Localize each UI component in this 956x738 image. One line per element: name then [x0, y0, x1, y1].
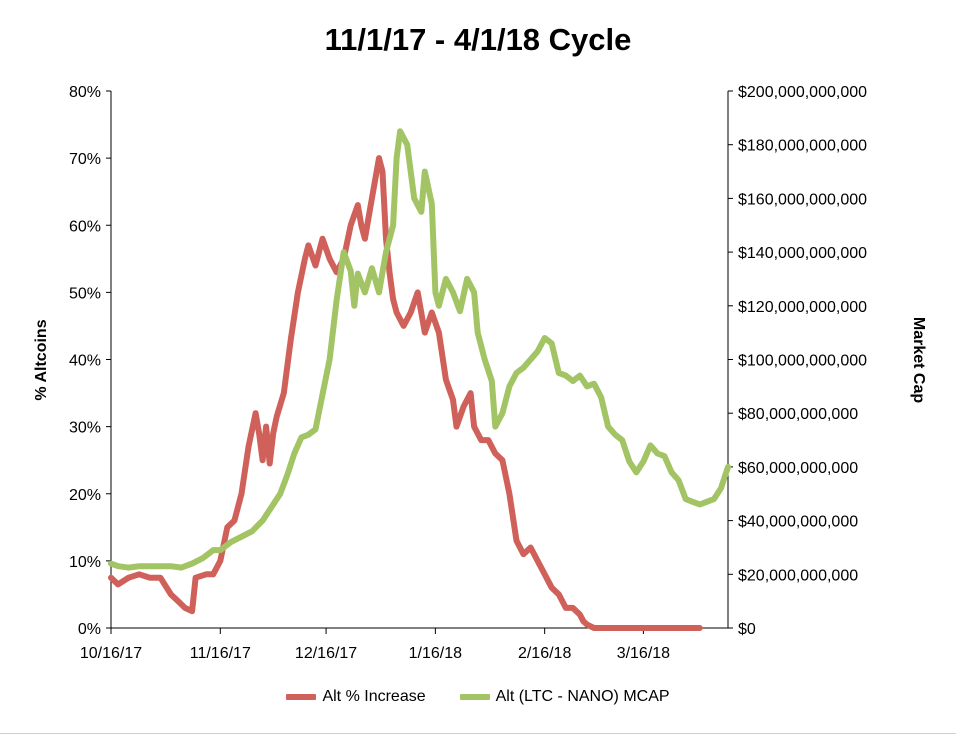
- chart-legend: Alt % Increase Alt (LTC - NANO) MCAP: [0, 688, 956, 706]
- y-right-tick-label: $20,000,000,000: [738, 567, 858, 584]
- legend-label-alt-percent: Alt % Increase: [322, 688, 426, 705]
- y-right-tick-label: $200,000,000,000: [738, 84, 867, 101]
- series-line-alt-mcap: [108, 128, 731, 571]
- y-left-tick-label: 50%: [69, 285, 101, 302]
- y-right-tick-label: $40,000,000,000: [738, 514, 858, 531]
- bottom-divider: [0, 733, 956, 734]
- series-line-alt-percent: [108, 155, 703, 631]
- y-right-tick-label: $80,000,000,000: [738, 406, 858, 423]
- legend-swatch-alt-mcap: [459, 694, 490, 700]
- y-left-tick-label: 10%: [69, 554, 101, 571]
- legend-swatch-alt-percent: [286, 694, 317, 700]
- x-tick-label: 1/16/18: [409, 645, 462, 662]
- y-left-tick-label: 60%: [69, 218, 101, 235]
- x-tick-label: 12/16/17: [295, 645, 357, 662]
- y-right-tick-label: $160,000,000,000: [738, 191, 867, 208]
- y-left-tick-label: 0%: [78, 621, 101, 638]
- x-tick-label: 10/16/17: [80, 645, 142, 662]
- y-axis-left-label: % Altcoins: [33, 319, 50, 401]
- y-right-tick-label: $100,000,000,000: [738, 353, 867, 370]
- x-tick-label: 3/16/18: [617, 645, 670, 662]
- y-axis-right-label: Market Cap: [910, 316, 927, 404]
- y-right-tick-label: $60,000,000,000: [738, 460, 858, 477]
- y-left-tick-label: 80%: [69, 84, 101, 101]
- y-right-tick-label: $140,000,000,000: [738, 245, 867, 262]
- y-right-tick-label: $120,000,000,000: [738, 299, 867, 316]
- legend-item-alt-mcap: Alt (LTC - NANO) MCAP: [459, 688, 670, 706]
- y-left-tick-label: 20%: [69, 487, 101, 504]
- legend-item-alt-percent: Alt % Increase: [286, 688, 426, 706]
- x-tick-label: 2/16/18: [518, 645, 571, 662]
- x-tick-label: 11/16/17: [190, 645, 251, 662]
- y-left-tick-label: 70%: [69, 151, 101, 168]
- y-right-tick-label: $0: [738, 621, 756, 638]
- chart-title: 11/1/17 - 4/1/18 Cycle: [324, 22, 632, 57]
- legend-label-alt-mcap: Alt (LTC - NANO) MCAP: [495, 688, 670, 705]
- y-right-tick-label: $180,000,000,000: [738, 138, 867, 155]
- y-left-tick-label: 30%: [69, 420, 101, 437]
- y-left-tick-label: 40%: [69, 353, 101, 370]
